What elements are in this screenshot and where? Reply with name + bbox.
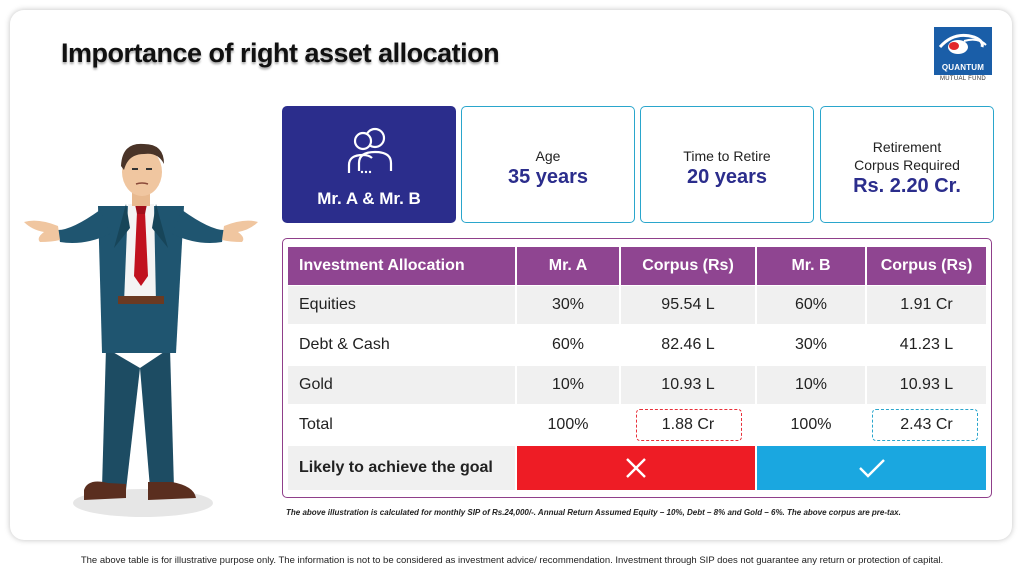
table-cell: 60% bbox=[551, 336, 585, 353]
highlight-box-blue bbox=[872, 409, 978, 441]
corpus-label-line2: Corpus Required bbox=[854, 157, 960, 173]
calculation-note: The above illustration is calculated for… bbox=[286, 508, 901, 517]
logo-subtitle: MUTUAL FUND bbox=[939, 76, 987, 82]
users-icon bbox=[347, 127, 393, 174]
table-cell: Total bbox=[299, 416, 333, 433]
age-label: Age bbox=[535, 148, 561, 164]
time-to-retire-label: Time to Retire bbox=[683, 148, 771, 164]
corpus-label-line1: Retirement bbox=[872, 139, 942, 155]
total-corpus-a: 1.88 Cr bbox=[661, 416, 715, 433]
age-value: 35 years bbox=[507, 166, 589, 188]
disclaimer: The above table is for illustrative purp… bbox=[80, 555, 944, 566]
quantum-logo: QUANTUM MUTUAL FUND bbox=[933, 27, 993, 89]
subjects-label: Mr. A & Mr. B bbox=[317, 189, 421, 208]
cross-icon bbox=[626, 458, 646, 478]
table-cell: 60% bbox=[757, 286, 865, 324]
goal-cell-mr-b bbox=[757, 446, 986, 490]
table-cell: 10% bbox=[517, 366, 619, 404]
header-mr-a: Mr. A bbox=[517, 247, 619, 285]
card-subjects: Mr. A & Mr. B bbox=[282, 106, 456, 223]
highlight-box-red bbox=[636, 409, 742, 441]
table-cell: 30% bbox=[794, 336, 828, 353]
check-icon bbox=[858, 459, 885, 478]
table-cell: 100% bbox=[547, 416, 589, 433]
corpus-value: Rs. 2.20 Cr. bbox=[853, 175, 961, 197]
table-cell: 10.93 L bbox=[867, 366, 986, 404]
table-cell: Debt & Cash bbox=[299, 336, 390, 353]
table-cell: 1.91 Cr bbox=[867, 286, 986, 324]
header-investment-allocation: Investment Allocation bbox=[288, 247, 515, 285]
goal-cell-mr-a bbox=[517, 446, 755, 490]
table-cell: 30% bbox=[517, 286, 619, 324]
logo-name: QUANTUM bbox=[941, 63, 985, 72]
card-corpus-required: Retirement Corpus Required Rs. 2.20 Cr. bbox=[820, 106, 994, 223]
time-to-retire-value: 20 years bbox=[686, 166, 768, 188]
header-mr-b: Mr. B bbox=[757, 247, 865, 285]
table-cell: 82.46 L bbox=[661, 336, 715, 353]
allocation-table: Investment Allocation Mr. A Corpus (Rs) … bbox=[282, 238, 992, 498]
header-corpus-b: Corpus (Rs) bbox=[867, 247, 986, 285]
table-cell: 100% bbox=[790, 416, 832, 433]
total-corpus-b: 2.43 Cr bbox=[900, 416, 953, 433]
table-cell: Equities bbox=[288, 286, 515, 324]
card-age: Age 35 years bbox=[461, 106, 635, 223]
table-cell: 41.23 L bbox=[899, 336, 954, 353]
table-cell: 10.93 L bbox=[621, 366, 755, 404]
goal-label: Likely to achieve the goal bbox=[288, 446, 515, 490]
page-title: Importance of right asset allocation bbox=[61, 38, 500, 68]
logo-emblem-icon bbox=[938, 33, 987, 54]
table-cell: Gold bbox=[288, 366, 515, 404]
header-corpus-a: Corpus (Rs) bbox=[621, 247, 755, 285]
table-cell: 95.54 L bbox=[621, 286, 755, 324]
card-time-to-retire: Time to Retire 20 years bbox=[640, 106, 814, 223]
businessman-illustration bbox=[24, 143, 258, 517]
table-cell: 10% bbox=[757, 366, 865, 404]
